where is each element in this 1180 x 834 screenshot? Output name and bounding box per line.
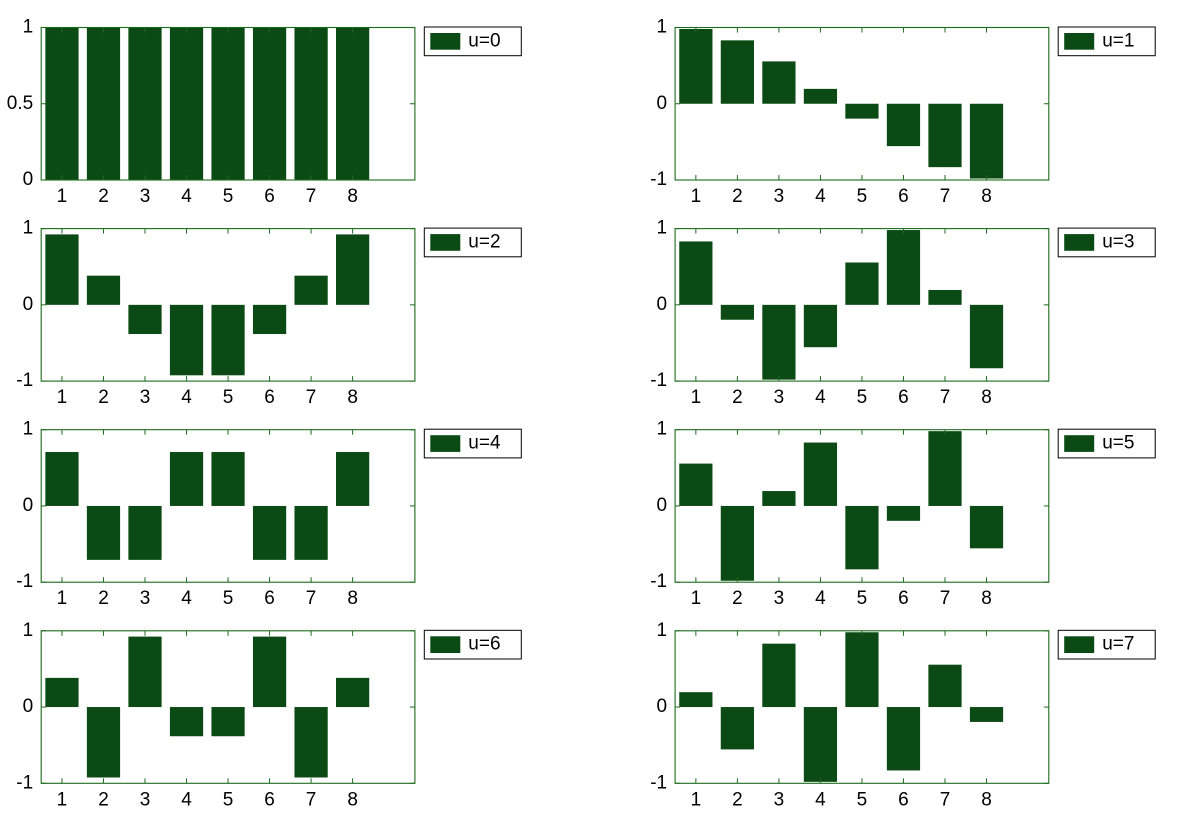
svg-text:3: 3 bbox=[774, 186, 785, 207]
svg-text:-1: -1 bbox=[650, 169, 667, 190]
svg-text:0: 0 bbox=[657, 93, 668, 114]
svg-text:-1: -1 bbox=[16, 370, 33, 391]
svg-text:8: 8 bbox=[347, 387, 358, 408]
svg-text:3: 3 bbox=[774, 588, 785, 609]
svg-text:0: 0 bbox=[657, 495, 668, 516]
svg-text:5: 5 bbox=[857, 588, 868, 609]
svg-text:4: 4 bbox=[815, 588, 826, 609]
svg-text:7: 7 bbox=[940, 387, 951, 408]
svg-text:u=3: u=3 bbox=[1102, 231, 1134, 252]
svg-text:6: 6 bbox=[264, 387, 275, 408]
svg-text:5: 5 bbox=[223, 387, 234, 408]
svg-text:-1: -1 bbox=[650, 571, 667, 592]
svg-text:7: 7 bbox=[306, 186, 317, 207]
svg-text:5: 5 bbox=[223, 588, 234, 609]
svg-text:1: 1 bbox=[691, 186, 702, 207]
svg-text:6: 6 bbox=[898, 186, 909, 207]
svg-text:-1: -1 bbox=[16, 772, 33, 793]
svg-text:3: 3 bbox=[140, 186, 151, 207]
svg-text:1: 1 bbox=[23, 620, 34, 641]
svg-text:5: 5 bbox=[857, 186, 868, 207]
svg-text:8: 8 bbox=[347, 789, 358, 810]
svg-text:0: 0 bbox=[23, 169, 34, 190]
svg-text:4: 4 bbox=[815, 789, 826, 810]
svg-text:1: 1 bbox=[23, 419, 34, 440]
svg-text:5: 5 bbox=[857, 789, 868, 810]
svg-text:8: 8 bbox=[981, 186, 992, 207]
svg-text:2: 2 bbox=[98, 186, 109, 207]
svg-text:8: 8 bbox=[981, 588, 992, 609]
svg-text:0: 0 bbox=[23, 294, 34, 315]
svg-text:1: 1 bbox=[57, 789, 68, 810]
svg-text:8: 8 bbox=[981, 789, 992, 810]
svg-text:1: 1 bbox=[23, 17, 34, 38]
svg-text:4: 4 bbox=[181, 387, 192, 408]
svg-text:1: 1 bbox=[691, 387, 702, 408]
svg-text:2: 2 bbox=[732, 387, 743, 408]
svg-text:u=7: u=7 bbox=[1102, 634, 1134, 655]
svg-text:6: 6 bbox=[264, 186, 275, 207]
svg-text:3: 3 bbox=[140, 789, 151, 810]
svg-text:7: 7 bbox=[940, 789, 951, 810]
svg-text:4: 4 bbox=[815, 387, 826, 408]
svg-text:8: 8 bbox=[347, 186, 358, 207]
svg-text:u=2: u=2 bbox=[468, 231, 500, 252]
svg-text:5: 5 bbox=[223, 186, 234, 207]
svg-text:7: 7 bbox=[940, 186, 951, 207]
svg-text:3: 3 bbox=[140, 588, 151, 609]
svg-text:0: 0 bbox=[657, 696, 668, 717]
svg-text:2: 2 bbox=[732, 789, 743, 810]
svg-text:1: 1 bbox=[57, 588, 68, 609]
svg-text:8: 8 bbox=[347, 588, 358, 609]
svg-text:6: 6 bbox=[898, 588, 909, 609]
svg-text:7: 7 bbox=[306, 588, 317, 609]
svg-text:7: 7 bbox=[306, 387, 317, 408]
svg-text:6: 6 bbox=[264, 789, 275, 810]
svg-text:3: 3 bbox=[774, 387, 785, 408]
svg-text:6: 6 bbox=[898, 789, 909, 810]
svg-text:-1: -1 bbox=[650, 772, 667, 793]
svg-text:1: 1 bbox=[657, 620, 668, 641]
svg-text:1: 1 bbox=[57, 387, 68, 408]
svg-text:u=5: u=5 bbox=[1102, 433, 1134, 454]
svg-text:6: 6 bbox=[898, 387, 909, 408]
svg-text:2: 2 bbox=[98, 789, 109, 810]
svg-text:u=6: u=6 bbox=[468, 634, 500, 655]
svg-text:2: 2 bbox=[98, 588, 109, 609]
svg-text:1: 1 bbox=[657, 218, 668, 239]
svg-text:4: 4 bbox=[181, 186, 192, 207]
svg-text:u=4: u=4 bbox=[468, 433, 501, 454]
svg-text:1: 1 bbox=[657, 419, 668, 440]
svg-text:0: 0 bbox=[657, 294, 668, 315]
svg-text:8: 8 bbox=[981, 387, 992, 408]
svg-text:0.5: 0.5 bbox=[7, 93, 33, 114]
svg-text:u=0: u=0 bbox=[468, 30, 500, 51]
svg-text:1: 1 bbox=[691, 789, 702, 810]
svg-text:5: 5 bbox=[857, 387, 868, 408]
svg-text:0: 0 bbox=[23, 495, 34, 516]
svg-text:1: 1 bbox=[23, 218, 34, 239]
svg-text:5: 5 bbox=[223, 789, 234, 810]
svg-text:6: 6 bbox=[264, 588, 275, 609]
svg-text:4: 4 bbox=[181, 789, 192, 810]
svg-text:7: 7 bbox=[306, 789, 317, 810]
svg-text:7: 7 bbox=[940, 588, 951, 609]
svg-text:-1: -1 bbox=[650, 370, 667, 391]
svg-text:2: 2 bbox=[732, 588, 743, 609]
svg-text:3: 3 bbox=[140, 387, 151, 408]
svg-text:3: 3 bbox=[774, 789, 785, 810]
svg-text:4: 4 bbox=[181, 588, 192, 609]
svg-text:4: 4 bbox=[815, 186, 826, 207]
svg-text:1: 1 bbox=[657, 17, 668, 38]
svg-text:u=1: u=1 bbox=[1102, 30, 1134, 51]
svg-text:2: 2 bbox=[98, 387, 109, 408]
svg-text:-1: -1 bbox=[16, 571, 33, 592]
svg-text:1: 1 bbox=[57, 186, 68, 207]
svg-text:0: 0 bbox=[23, 696, 34, 717]
svg-text:1: 1 bbox=[691, 588, 702, 609]
svg-text:2: 2 bbox=[732, 186, 743, 207]
